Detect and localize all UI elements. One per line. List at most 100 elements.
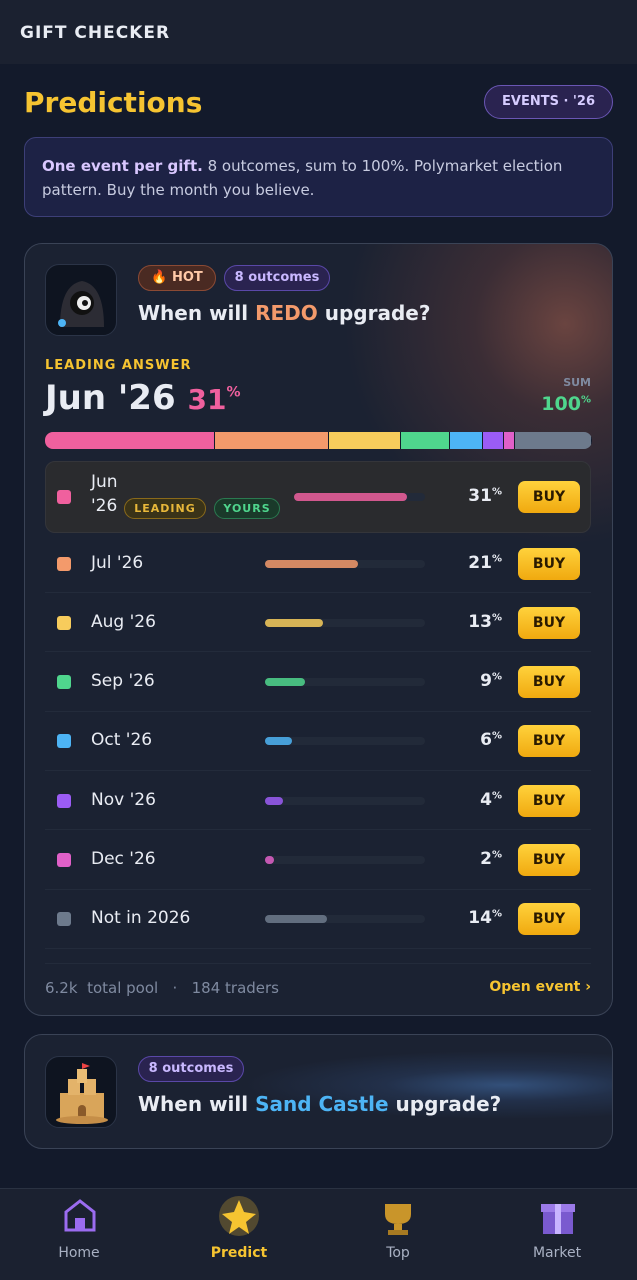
unit: %: [491, 730, 502, 742]
buy-button[interactable]: BUY: [518, 481, 580, 513]
outcome-dot: [57, 793, 71, 808]
outcome-bar: [265, 796, 283, 805]
nav-label[interactable]: Top: [386, 1245, 410, 1261]
outcome-dot: [57, 912, 71, 927]
outcome-percent: 6%: [452, 730, 502, 750]
outcome-percent: 31%: [452, 486, 502, 506]
pool: 6.2k: [45, 979, 78, 997]
distribution-bar: [45, 432, 592, 449]
sum: 100%: [520, 393, 591, 415]
buy-button[interactable]: BUY: [518, 844, 580, 876]
unit: %: [491, 790, 502, 802]
bar-track: [265, 796, 425, 805]
unit: %: [491, 849, 502, 861]
gift-icon: [58, 281, 104, 327]
hot-badge: 🔥 HOT: [138, 265, 216, 291]
percent-value: 21: [468, 552, 492, 573]
distribution-segment: [400, 432, 450, 449]
header: GIFT CHECKER: [0, 0, 637, 64]
percent-value: 9: [480, 671, 492, 692]
open-event[interactable]: Open event ›: [489, 979, 591, 995]
outcome-bar: [265, 737, 292, 746]
outcomes-badge: 8 outcomes: [138, 1056, 244, 1082]
unit: %: [491, 908, 502, 920]
outcome-dot: [57, 853, 71, 867]
hot-text: HOT: [171, 270, 203, 285]
title-suffix: upgrade?: [324, 301, 431, 325]
percent-value: 14: [468, 908, 492, 929]
sum-label: SUM: [563, 376, 591, 389]
outcome-label: Jun '26: [91, 472, 118, 516]
event-title: When will Sand Castle upgrade?: [138, 1092, 501, 1116]
distribution-segment: [214, 432, 330, 449]
outcome-label: Oct '26: [91, 730, 153, 751]
event-card[interactable]: [24, 1034, 613, 1149]
leading-outcome: Jun '26: [45, 378, 176, 418]
outcomes-badge: 8 outcomes: [224, 265, 330, 291]
separator: ·: [172, 979, 178, 997]
buy-button[interactable]: BUY: [518, 606, 580, 639]
percent-value: 2: [480, 849, 492, 869]
bar-track: [265, 737, 425, 746]
distribution-segment: [45, 432, 215, 449]
outcome-bar: [265, 915, 328, 924]
outcome-row: [45, 653, 591, 712]
title-name: REDO: [255, 301, 318, 325]
event-title: When will REDO upgrade?: [138, 301, 430, 325]
unit: %: [491, 671, 502, 683]
outcome-row: [45, 534, 591, 593]
outcome-label: Jul '26: [91, 552, 144, 573]
distribution-segment: [329, 432, 401, 449]
app-title: GIFT CHECKER: [20, 23, 171, 43]
outcome-bar: [265, 559, 359, 568]
buy-button[interactable]: BUY: [518, 903, 580, 936]
bar-track: [265, 618, 425, 627]
unit: %: [226, 384, 241, 401]
pool-info: 6.2k total pool · 184 traders: [45, 979, 279, 997]
outcome-dot: [57, 490, 71, 504]
notice: One event per gift. 8 outcomes, sum to 1…: [24, 137, 613, 217]
outcome-percent: 13%: [452, 612, 502, 632]
page-title: Predictions: [24, 86, 203, 119]
outcome-row: [45, 712, 591, 771]
outcome-percent: 2%: [452, 849, 502, 869]
bar-track: [265, 678, 425, 687]
bar-track: [265, 856, 425, 864]
gift-icon: [56, 1063, 108, 1124]
distribution-segment: [482, 432, 505, 449]
yours-tag: YOURS: [214, 498, 280, 519]
title-name: Sand Castle: [255, 1092, 389, 1116]
unit: %: [491, 486, 502, 498]
distribution-segment: [515, 432, 592, 449]
outcome-row: [45, 771, 591, 831]
gift-image: [45, 1056, 117, 1128]
leading-tag: LEADING: [124, 498, 206, 519]
buy-button[interactable]: BUY: [518, 725, 580, 758]
buy-button[interactable]: BUY: [518, 547, 580, 580]
outcome-row: [45, 831, 591, 890]
events-badge[interactable]: EVENTS · '26: [484, 85, 613, 119]
nav-label[interactable]: Market: [532, 1245, 582, 1261]
outcome-dot: [57, 615, 71, 630]
percent-value: 31: [468, 486, 492, 506]
nav-label[interactable]: Predict: [210, 1245, 268, 1261]
gift-image: [45, 264, 117, 336]
outcome-label: Sep '26: [91, 671, 155, 692]
outcome-label: Dec '26: [91, 849, 156, 869]
title-prefix: When will: [138, 301, 249, 325]
buy-button[interactable]: BUY: [518, 666, 580, 699]
event-card[interactable]: [24, 243, 613, 1016]
unit: %: [580, 394, 591, 406]
title-prefix: When will: [138, 1092, 249, 1116]
nav-label[interactable]: Home: [58, 1245, 100, 1261]
buy-button[interactable]: BUY: [518, 784, 580, 817]
outcome-bar: [294, 493, 407, 501]
outcome-bar: [265, 678, 306, 687]
leading-value: 31: [187, 383, 227, 416]
notice-bold: One event per gift.: [42, 157, 203, 175]
distribution-segment: [504, 432, 516, 449]
outcome-bar: [265, 856, 274, 864]
pool-label: total pool: [87, 979, 159, 997]
outcome-percent: 14%: [452, 908, 502, 928]
